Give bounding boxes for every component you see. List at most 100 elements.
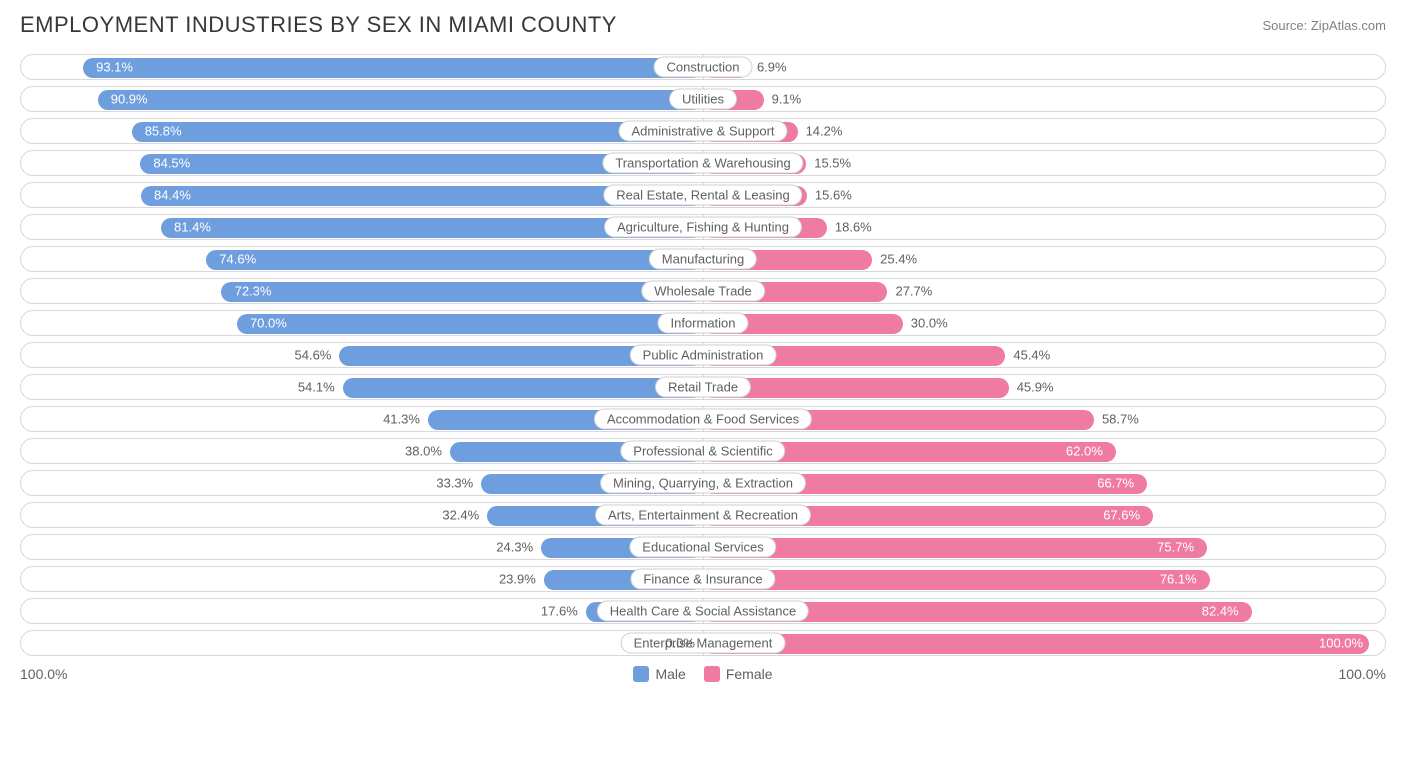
source-label: Source: — [1262, 18, 1310, 33]
row-label: Health Care & Social Assistance — [597, 601, 809, 622]
swatch-male — [633, 666, 649, 682]
row-label: Transportation & Warehousing — [602, 153, 803, 174]
chart-row: 23.9% 76.1% Finance & Insurance — [20, 566, 1386, 592]
row-label: Enterprise Management — [621, 633, 786, 654]
pct-male: 93.1% — [96, 60, 133, 75]
chart-row: 0.0% 100.0% Enterprise Management — [20, 630, 1386, 656]
axis-right-label: 100.0% — [1339, 666, 1386, 682]
axis-left-label: 100.0% — [20, 666, 67, 682]
pct-female: 27.7% — [895, 284, 932, 299]
pct-female: 100.0% — [1319, 636, 1363, 651]
pct-male: 84.4% — [154, 188, 191, 203]
chart-row: 84.4% 15.6% Real Estate, Rental & Leasing — [20, 182, 1386, 208]
pct-female: 15.5% — [814, 156, 851, 171]
bar-male — [206, 250, 703, 270]
chart-row: 81.4% 18.6% Agriculture, Fishing & Hunting — [20, 214, 1386, 240]
row-label: Accommodation & Food Services — [594, 409, 812, 430]
pct-male: 33.3% — [436, 476, 473, 491]
source-value: ZipAtlas.com — [1311, 18, 1386, 33]
pct-male: 72.3% — [235, 284, 272, 299]
pct-female: 45.9% — [1017, 380, 1054, 395]
row-label: Retail Trade — [655, 377, 751, 398]
pct-male: 54.1% — [298, 380, 335, 395]
pct-male: 17.6% — [541, 604, 578, 619]
pct-female: 6.9% — [757, 60, 787, 75]
row-label: Agriculture, Fishing & Hunting — [604, 217, 802, 238]
pct-female: 9.1% — [772, 92, 802, 107]
legend-female: Female — [704, 666, 773, 682]
pct-male: 32.4% — [442, 508, 479, 523]
row-label: Administrative & Support — [618, 121, 787, 142]
pct-male: 24.3% — [496, 540, 533, 555]
bar-male — [132, 122, 703, 142]
bar-male — [83, 58, 703, 78]
pct-female: 25.4% — [880, 252, 917, 267]
row-label: Real Estate, Rental & Leasing — [603, 185, 802, 206]
chart-source: Source: ZipAtlas.com — [1262, 18, 1386, 33]
chart-row: 85.8% 14.2% Administrative & Support — [20, 118, 1386, 144]
pct-female: 67.6% — [1103, 508, 1140, 523]
chart-rows: 93.1%6.9%Construction90.9%9.1%Utilities8… — [20, 54, 1386, 656]
pct-male: 54.6% — [295, 348, 332, 363]
chart-row: 70.0% 30.0% Information — [20, 310, 1386, 336]
bar-male — [343, 378, 703, 398]
chart-row: 54.1% 45.9% Retail Trade — [20, 374, 1386, 400]
chart-legend: Male Female — [633, 666, 772, 682]
pct-male: 85.8% — [145, 124, 182, 139]
swatch-female — [704, 666, 720, 682]
row-label: Professional & Scientific — [620, 441, 785, 462]
row-label: Manufacturing — [649, 249, 757, 270]
row-label: Mining, Quarrying, & Extraction — [600, 473, 806, 494]
pct-male: 90.9% — [111, 92, 148, 107]
row-label: Educational Services — [629, 537, 776, 558]
bar-female — [703, 538, 1207, 558]
pct-female: 30.0% — [911, 316, 948, 331]
pct-male: 38.0% — [405, 444, 442, 459]
chart-title: EMPLOYMENT INDUSTRIES BY SEX IN MIAMI CO… — [20, 12, 617, 38]
legend-female-label: Female — [726, 666, 773, 682]
chart-row: 41.3% 58.7% Accommodation & Food Services — [20, 406, 1386, 432]
pct-female: 82.4% — [1202, 604, 1239, 619]
pct-male: 23.9% — [499, 572, 536, 587]
pct-female: 45.4% — [1013, 348, 1050, 363]
bar-female — [703, 570, 1210, 590]
pct-female: 75.7% — [1157, 540, 1194, 555]
pct-male: 74.6% — [219, 252, 256, 267]
chart-row: 72.3% 27.7% Wholesale Trade — [20, 278, 1386, 304]
pct-male: 41.3% — [383, 412, 420, 427]
row-label: Arts, Entertainment & Recreation — [595, 505, 811, 526]
row-label: Construction — [654, 57, 753, 78]
chart-row: 74.6% 25.4% Manufacturing — [20, 246, 1386, 272]
chart-row: 33.3% 66.7% Mining, Quarrying, & Extractio… — [20, 470, 1386, 496]
pct-female: 62.0% — [1066, 444, 1103, 459]
chart-row: 24.3% 75.7% Educational Services — [20, 534, 1386, 560]
pct-female: 14.2% — [806, 124, 843, 139]
pct-male: 81.4% — [174, 220, 211, 235]
chart-row: 32.4% 67.6% Arts, Entertainment & Recreati… — [20, 502, 1386, 528]
bar-female — [703, 634, 1369, 654]
pct-female: 76.1% — [1160, 572, 1197, 587]
pct-male: 84.5% — [153, 156, 190, 171]
row-label: Public Administration — [630, 345, 777, 366]
chart-row: 54.6% 45.4% Public Administration — [20, 342, 1386, 368]
bar-male — [237, 314, 703, 334]
chart-row: 93.1% 6.9% Construction — [20, 54, 1386, 80]
chart-row: 84.5% 15.5% Transportation & Warehousing — [20, 150, 1386, 176]
row-label: Finance & Insurance — [630, 569, 775, 590]
chart-footer: 100.0% Male Female 100.0% — [20, 666, 1386, 682]
pct-female: 58.7% — [1102, 412, 1139, 427]
row-label: Information — [657, 313, 748, 334]
legend-male-label: Male — [655, 666, 685, 682]
legend-male: Male — [633, 666, 685, 682]
pct-male: 70.0% — [250, 316, 287, 331]
chart-header: EMPLOYMENT INDUSTRIES BY SEX IN MIAMI CO… — [20, 12, 1386, 38]
chart-row: 90.9%9.1%Utilities — [20, 86, 1386, 112]
bar-male — [98, 90, 703, 110]
pct-female: 15.6% — [815, 188, 852, 203]
row-label: Wholesale Trade — [641, 281, 765, 302]
pct-male: 0.0% — [665, 636, 695, 651]
chart-row: 17.6% 82.4% Health Care & Social Assistanc… — [20, 598, 1386, 624]
pct-female: 18.6% — [835, 220, 872, 235]
pct-female: 66.7% — [1097, 476, 1134, 491]
bar-male — [221, 282, 703, 302]
